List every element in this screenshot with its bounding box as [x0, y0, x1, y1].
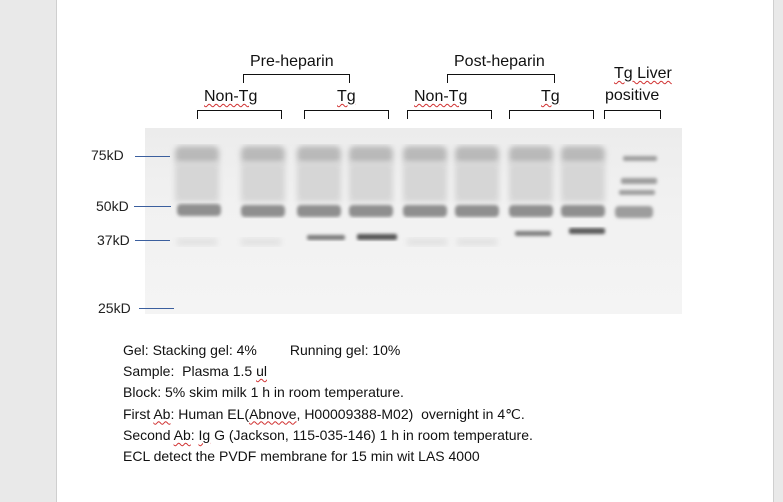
lane-post-tg: Tg: [541, 88, 560, 105]
lane-pre-nontg: Non-Tg: [204, 88, 258, 105]
bracket-post-tg: [509, 110, 594, 119]
blot-bands: [175, 146, 657, 246]
western-blot-image: [145, 128, 682, 314]
marker-75kd-tick: [135, 156, 170, 158]
bracket-pre-tg: [304, 110, 389, 119]
note-second-ab: Second Ab: Ig G (Jackson, 115-035-146) 1…: [123, 426, 533, 443]
marker-25kd-tick: [139, 308, 174, 310]
group-tg-liver-line1: Tg Liver: [614, 65, 672, 83]
note-block: Block: 5% skim milk 1 h in room temperat…: [123, 384, 404, 401]
marker-50kd-tick: [134, 206, 171, 208]
marker-37kd: 37kD: [97, 232, 130, 248]
bracket-post-heparin: [447, 74, 555, 83]
bracket-post-nontg: [407, 110, 492, 119]
bracket-liver: [604, 110, 661, 119]
group-post-heparin: Post-heparin: [454, 53, 545, 70]
marker-50kd: 50kD: [96, 198, 129, 214]
lane-post-nontg: Non-Tg: [414, 88, 468, 105]
marker-37kd-tick: [135, 240, 170, 242]
note-gel: Gel: Stacking gel: 4% Running gel: 10%: [123, 342, 401, 358]
group-pre-heparin: Pre-heparin: [250, 53, 334, 70]
bracket-pre-heparin: [243, 74, 350, 83]
note-first-ab: First Ab: Human EL(Abnove, H00009388-M02…: [123, 405, 525, 422]
bracket-pre-nontg: [197, 110, 282, 119]
note-sample: Sample: Plasma 1.5 ul: [123, 363, 267, 380]
marker-25kd: 25kD: [98, 300, 131, 316]
group-tg-liver-line2: positive: [605, 87, 660, 104]
marker-75kd: 75kD: [91, 147, 124, 163]
protocol-notes: Gel: Stacking gel: 4% Running gel: 10% Sa…: [123, 340, 533, 467]
lane-pre-tg: Tg: [337, 88, 356, 105]
tg-word: Tg Liver: [614, 65, 672, 82]
note-ecl: ECL detect the PVDF membrane for 15 min …: [123, 448, 480, 465]
